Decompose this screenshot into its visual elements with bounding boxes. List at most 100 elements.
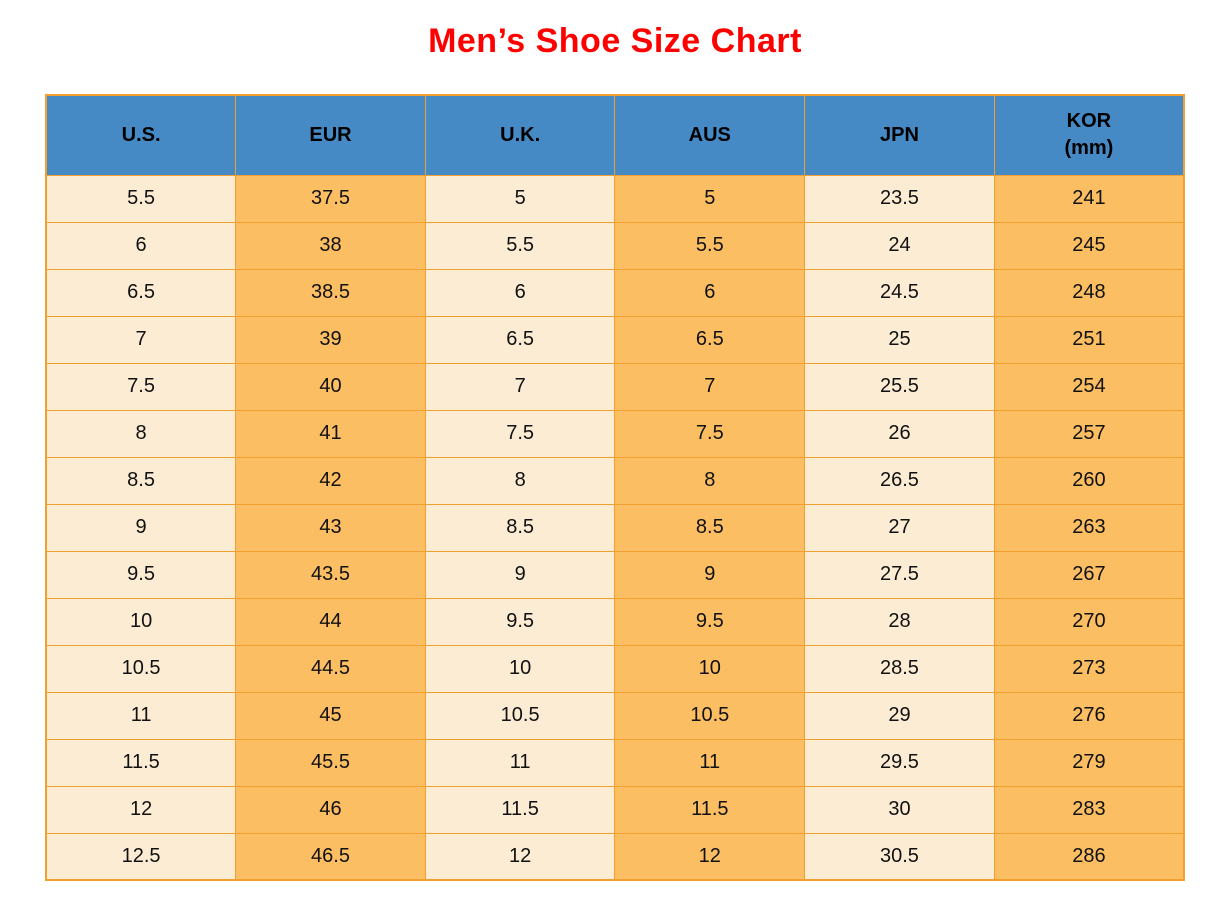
table-cell: 11.5 — [614, 785, 806, 834]
table-cell: 7 — [45, 315, 237, 364]
table-row: 9 43 8.5 8.5 27 263 — [45, 503, 1185, 552]
table-cell: 283 — [993, 785, 1185, 834]
table-cell: 9.5 — [424, 597, 616, 646]
table-cell: 273 — [993, 644, 1185, 693]
table-cell: 40 — [235, 362, 426, 411]
shoe-size-table: U.S. EUR U.K. AUS JPN KOR (mm) 5.5 37.5 5 5 23.5 24… — [45, 94, 1185, 881]
table-row: 9.5 43.5 9 9 27.5 267 — [45, 550, 1185, 599]
table-row: 7 39 6.5 6.5 25 251 — [45, 315, 1185, 364]
table-cell: 7.5 — [45, 362, 237, 411]
table-cell: 39 — [235, 315, 426, 364]
table-cell: 7 — [424, 362, 616, 411]
table-cell: 245 — [993, 221, 1185, 270]
table-cell: 8 — [614, 456, 806, 505]
table-cell: 260 — [993, 456, 1185, 505]
column-header-kor-mm: KOR (mm) — [993, 94, 1185, 176]
table-row: 7.5 40 7 7 25.5 254 — [45, 362, 1185, 411]
table-cell: 24.5 — [804, 268, 995, 317]
table-cell: 5.5 — [424, 221, 616, 270]
table-cell: 5.5 — [45, 174, 237, 223]
page-title: Men’s Shoe Size Chart — [428, 22, 802, 60]
table-cell: 5.5 — [614, 221, 806, 270]
table-cell: 44.5 — [235, 644, 426, 693]
table-cell: 5 — [424, 174, 616, 223]
column-header-u-k: U.K. — [424, 94, 616, 176]
table-cell: 41 — [235, 409, 426, 458]
table-cell: 11 — [614, 738, 806, 787]
table-cell: 26.5 — [804, 456, 995, 505]
table-cell: 37.5 — [235, 174, 426, 223]
table-cell: 10 — [424, 644, 616, 693]
table-cell: 38.5 — [235, 268, 426, 317]
table-cell: 12 — [614, 832, 806, 881]
column-header-label: U.K. — [500, 123, 541, 146]
table-cell: 24 — [804, 221, 995, 270]
table-cell: 6.5 — [45, 268, 237, 317]
table-cell: 7.5 — [614, 409, 806, 458]
table-row: 5.5 37.5 5 5 23.5 241 — [45, 174, 1185, 223]
table-row: 10.5 44.5 10 10 28.5 273 — [45, 644, 1185, 693]
column-header-label: KOR — [1066, 110, 1112, 133]
table-row: 8 41 7.5 7.5 26 257 — [45, 409, 1185, 458]
table-cell: 29 — [804, 691, 995, 740]
table-row: 11 45 10.5 10.5 29 276 — [45, 691, 1185, 740]
table-cell: 6 — [45, 221, 237, 270]
table-cell: 30.5 — [804, 832, 995, 881]
column-header-label: JPN — [880, 123, 919, 146]
table-cell: 44 — [235, 597, 426, 646]
table-cell: 8.5 — [614, 503, 806, 552]
column-header-jpn: JPN — [804, 94, 995, 176]
table-cell: 6 — [424, 268, 616, 317]
table-row: 11.5 45.5 11 11 29.5 279 — [45, 738, 1185, 787]
table-cell: 12.5 — [45, 832, 237, 881]
column-header-u-s: U.S. — [45, 94, 237, 176]
table-row: 8.5 42 8 8 26.5 260 — [45, 456, 1185, 505]
column-header-label: (mm) — [1064, 137, 1114, 160]
table-cell: 25 — [804, 315, 995, 364]
table-cell: 10.5 — [424, 691, 616, 740]
table-cell: 8.5 — [45, 456, 237, 505]
column-header-label: U.S. — [121, 123, 161, 146]
table-cell: 7 — [614, 362, 806, 411]
table-header-row: U.S. EUR U.K. AUS JPN KOR (mm) — [45, 94, 1185, 176]
table-body: 5.5 37.5 5 5 23.5 241 6 38 5.5 5.5 24 245 6.5 38.5 6 6 2… — [45, 174, 1185, 881]
table-cell: 27.5 — [804, 550, 995, 599]
table-header: U.S. EUR U.K. AUS JPN KOR (mm) — [45, 94, 1185, 176]
table-cell: 254 — [993, 362, 1185, 411]
table-cell: 28 — [804, 597, 995, 646]
table-row: 6 38 5.5 5.5 24 245 — [45, 221, 1185, 270]
table-cell: 10.5 — [614, 691, 806, 740]
column-header-eur: EUR — [235, 94, 426, 176]
table-row: 6.5 38.5 6 6 24.5 248 — [45, 268, 1185, 317]
table-row: 12.5 46.5 12 12 30.5 286 — [45, 832, 1185, 881]
table-cell: 6.5 — [424, 315, 616, 364]
table-cell: 10 — [45, 597, 237, 646]
table-cell: 30 — [804, 785, 995, 834]
table-cell: 42 — [235, 456, 426, 505]
column-header-label: EUR — [309, 123, 352, 146]
table-cell: 23.5 — [804, 174, 995, 223]
table-cell: 10.5 — [45, 644, 237, 693]
table-cell: 26 — [804, 409, 995, 458]
table-cell: 7.5 — [424, 409, 616, 458]
table-cell: 46.5 — [235, 832, 426, 881]
table-cell: 25.5 — [804, 362, 995, 411]
table-cell: 257 — [993, 409, 1185, 458]
table-cell: 267 — [993, 550, 1185, 599]
table-cell: 43 — [235, 503, 426, 552]
table-cell: 11.5 — [424, 785, 616, 834]
table-cell: 27 — [804, 503, 995, 552]
column-header-label: AUS — [688, 123, 731, 146]
table-cell: 9 — [614, 550, 806, 599]
table-cell: 45 — [235, 691, 426, 740]
table-cell: 43.5 — [235, 550, 426, 599]
table-cell: 286 — [993, 832, 1185, 881]
table-cell: 10 — [614, 644, 806, 693]
table-cell: 279 — [993, 738, 1185, 787]
table-cell: 11 — [424, 738, 616, 787]
column-header-aus: AUS — [614, 94, 806, 176]
table-cell: 9 — [45, 503, 237, 552]
table-cell: 5 — [614, 174, 806, 223]
table-cell: 8 — [424, 456, 616, 505]
table-cell: 46 — [235, 785, 426, 834]
